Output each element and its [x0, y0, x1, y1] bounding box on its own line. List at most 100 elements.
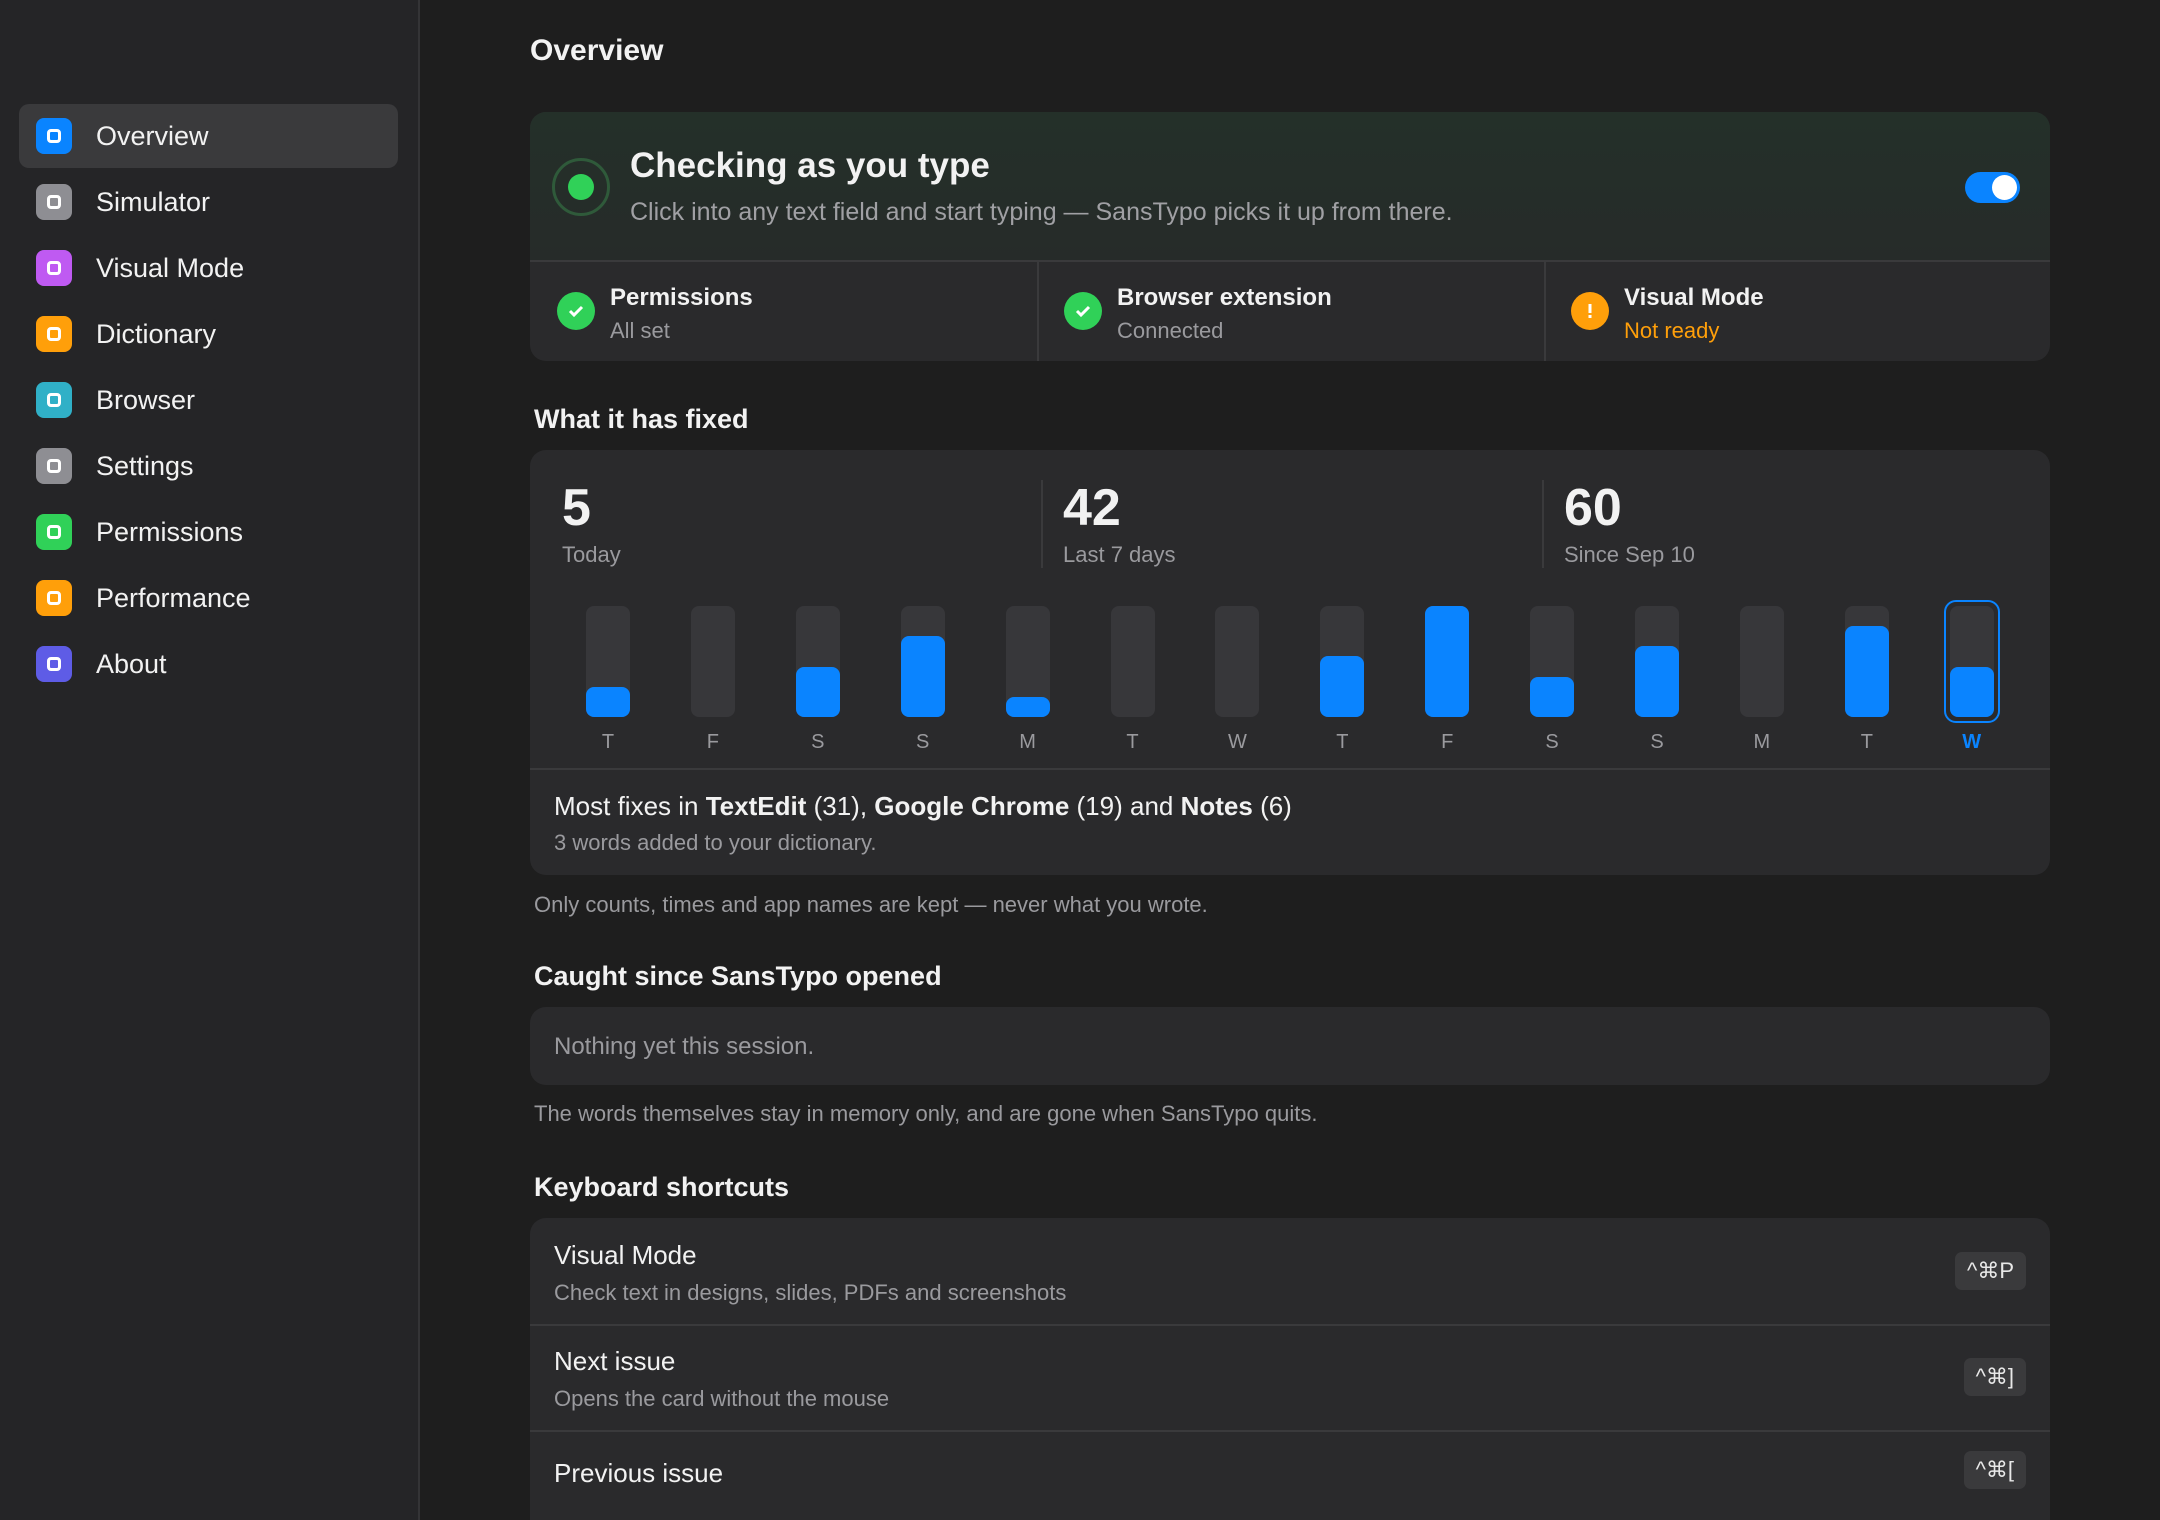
nav-glyph — [47, 459, 61, 473]
nav-label: Performance — [96, 583, 251, 613]
check-label: Visual Mode — [1624, 284, 1764, 311]
status-subtitle: Click into any text field and start typi… — [630, 198, 1453, 226]
nav-glyph — [47, 195, 61, 209]
summary-note: 3 words added to your dictionary. — [554, 830, 877, 855]
status-title: Checking as you type — [630, 146, 990, 185]
nav-item[interactable]: About — [19, 632, 398, 696]
nav-icon — [36, 514, 72, 550]
x-tick-label: M — [1753, 731, 1771, 753]
shortcut-title: Visual Mode — [554, 1240, 697, 1270]
summary-line: Most fixes in TextEdit (31), Google Chro… — [554, 791, 1292, 822]
x-tick-label: T — [1860, 731, 1873, 753]
nav-icon — [36, 184, 72, 220]
nav-label: Settings — [96, 451, 194, 481]
bar-highlight — [1943, 600, 2000, 723]
nav-icon — [36, 646, 72, 682]
stat-label: Today — [562, 542, 621, 567]
nav-glyph — [47, 657, 61, 671]
empty-text: Nothing yet this session. — [554, 1033, 815, 1060]
app-name: Google Chrome — [874, 791, 1070, 821]
page-title: Overview — [530, 34, 664, 67]
check-label: Browser extension — [1117, 284, 1332, 311]
bar-track — [1739, 606, 1784, 717]
check-status: All set — [610, 318, 670, 343]
section-heading: Caught since SansTypo opened — [534, 961, 942, 991]
nav-label: Dictionary — [96, 319, 217, 349]
bar — [1425, 606, 1470, 717]
x-tick-label: T — [1336, 731, 1349, 753]
stat-value: 60 — [1564, 479, 1622, 537]
nav-item[interactable]: Settings — [19, 434, 398, 498]
nav-item[interactable]: Performance — [19, 566, 398, 630]
bar — [795, 666, 840, 717]
shortcut-description: Check text in designs, slides, PDFs and … — [554, 1280, 1067, 1305]
nav-item[interactable]: Permissions — [19, 500, 398, 564]
bar — [1320, 656, 1365, 717]
session-note: The words themselves stay in memory only… — [534, 1101, 1318, 1126]
bar — [900, 636, 945, 717]
section-heading: What it has fixed — [534, 404, 749, 434]
nav-item[interactable]: Browser — [19, 368, 398, 432]
section-heading: Keyboard shortcuts — [534, 1172, 790, 1202]
summary-text: (31), — [806, 791, 875, 821]
nav-icon — [36, 382, 72, 418]
summary-text: (19) and — [1069, 791, 1181, 821]
x-tick-label: S — [1545, 731, 1559, 753]
shortcuts-card: Visual Mode Check text in designs, slides… — [530, 1218, 2050, 1520]
nav-glyph — [47, 261, 61, 275]
nav-label: Simulator — [96, 187, 211, 217]
nav-label: Browser — [96, 385, 196, 415]
x-tick-label: M — [1019, 731, 1036, 753]
bar — [1530, 676, 1575, 717]
app-name: TextEdit — [705, 791, 807, 821]
enable-toggle[interactable] — [1965, 172, 2020, 203]
check-status: Not ready — [1624, 318, 1720, 343]
divider — [530, 768, 2050, 770]
stat-value: 5 — [562, 479, 591, 537]
stat-value: 42 — [1063, 479, 1121, 537]
x-tick-label: F — [706, 731, 719, 753]
nav-item[interactable]: Dictionary — [19, 302, 398, 366]
x-tick-label: T — [1126, 731, 1139, 753]
key-badge: ^⌘[ — [1963, 1451, 2026, 1489]
checks-row: Permissions All set Browser extension Conne… — [530, 262, 2050, 361]
x-tick-label: W — [1962, 731, 1982, 753]
bar — [1005, 696, 1050, 717]
nav-label: Visual Mode — [96, 253, 245, 283]
shortcut-title: Next issue — [554, 1346, 676, 1376]
row-divider — [530, 1324, 2050, 1326]
check-label: Permissions — [610, 284, 753, 311]
nav-glyph — [47, 129, 61, 143]
column-divider — [1037, 262, 1039, 361]
x-tick-label: W — [1227, 731, 1247, 753]
key-badge: ^⌘] — [1963, 1358, 2026, 1396]
column-divider — [1544, 262, 1546, 361]
nav-glyph — [47, 591, 61, 605]
row-divider — [530, 1430, 2050, 1432]
shortcut-description: Opens the card without the mouse — [554, 1386, 890, 1411]
nav-item[interactable]: Visual Mode — [19, 236, 398, 300]
nav-glyph — [47, 327, 61, 341]
x-tick-label: S — [916, 731, 930, 753]
x-tick-label: T — [601, 731, 615, 753]
x-tick-label: S — [1650, 731, 1664, 753]
key-badge: ^⌘P — [1955, 1252, 2026, 1290]
nav-icon — [36, 448, 72, 484]
bar-track — [690, 606, 735, 717]
nav-item[interactable]: Simulator — [19, 170, 398, 234]
nav-item[interactable]: Overview — [19, 104, 398, 168]
stat-label: Since Sep 10 — [1564, 542, 1695, 567]
x-tick-label: S — [811, 731, 825, 753]
bar — [1844, 626, 1889, 717]
shortcut-title: Previous issue — [554, 1458, 724, 1488]
privacy-note: Only counts, times and app names are kep… — [534, 892, 1208, 917]
bar — [1949, 666, 1994, 717]
check-icon — [557, 292, 595, 330]
summary-text: (6) — [1252, 791, 1292, 821]
nav-icon — [36, 580, 72, 616]
check-status: Connected — [1117, 318, 1224, 343]
nav-glyph — [47, 393, 61, 407]
nav-label: About — [96, 649, 167, 679]
sidebar: Overview Simulator Visual Mode Dictionary Br… — [0, 0, 420, 1520]
